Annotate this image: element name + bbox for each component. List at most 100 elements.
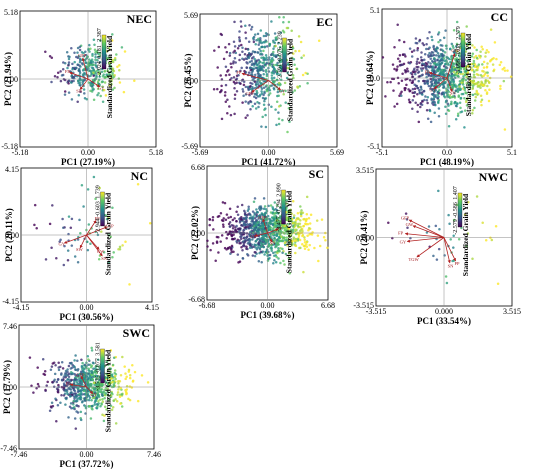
scatter-point [35, 226, 38, 230]
scatter-point [92, 175, 96, 179]
scatter-point [84, 73, 87, 76]
scatter-point [114, 398, 117, 401]
scatter-point [279, 58, 283, 62]
vector-label: GY [250, 234, 257, 239]
scatter-point [444, 66, 448, 69]
scatter-point [108, 67, 112, 70]
scatter-point [227, 42, 231, 46]
scatter-point [44, 258, 48, 261]
vector-label: SN [450, 91, 457, 96]
scatter-point [274, 250, 277, 254]
scatter-point [237, 44, 241, 48]
scatter-point [253, 62, 256, 66]
scatter-point [240, 224, 243, 227]
scatter-point [97, 257, 101, 261]
scatter-point [64, 403, 67, 406]
scatter-point [248, 60, 252, 64]
scatter-point [292, 76, 295, 80]
scatter-point [221, 219, 225, 223]
scatter-point [236, 213, 240, 217]
scatter-point [421, 42, 424, 45]
scatter-point [277, 117, 281, 120]
scatter-point [93, 43, 96, 46]
scatter-point [484, 238, 488, 242]
scatter-point [326, 246, 329, 250]
scatter-point [425, 67, 428, 71]
scatter-point [300, 56, 303, 60]
scatter-point [242, 243, 246, 247]
scatter-point [75, 380, 79, 384]
scatter-point [213, 49, 216, 52]
scatter-point [109, 65, 113, 68]
scatter-point [439, 53, 443, 56]
scatter-point [476, 93, 479, 97]
scatter-point [403, 53, 406, 56]
scatter-point [73, 392, 77, 395]
scatter-point [275, 70, 279, 73]
vector-label: SN [270, 241, 277, 246]
scatter-point [244, 31, 247, 34]
scatter-point [233, 112, 236, 116]
scatter-point [59, 79, 63, 83]
loading-vector [86, 234, 103, 257]
scatter-point [76, 79, 80, 83]
scatter-point [279, 247, 282, 250]
scatter-point [238, 227, 242, 231]
scatter-point [262, 239, 265, 242]
scatter-point [310, 233, 314, 236]
scatter-point [443, 63, 447, 66]
scatter-point [479, 86, 482, 90]
scatter-point [65, 51, 69, 54]
scatter-point [265, 89, 269, 93]
scatter-point [381, 56, 385, 59]
scatter-point [393, 67, 396, 71]
scatter-point [485, 65, 489, 69]
scatter-point [302, 225, 305, 228]
scatter-point [306, 234, 309, 238]
scatter-point [96, 394, 100, 397]
scatter-point [117, 77, 121, 80]
scatter-point [465, 104, 469, 107]
scatter-point [67, 91, 71, 94]
scatter-point [306, 72, 309, 76]
scatter-point [245, 220, 248, 223]
scatter-point [73, 60, 76, 64]
scatter-point [283, 81, 287, 85]
scatter-point [427, 84, 431, 88]
scatter-point [285, 199, 289, 202]
scatter-point [308, 222, 312, 225]
scatter-point [432, 62, 436, 65]
scatter-point [251, 238, 254, 241]
scatter-point [229, 62, 233, 65]
scatter-point [486, 71, 489, 74]
scatter-point [66, 66, 69, 70]
scatter-point [84, 61, 88, 64]
scatter-point [65, 374, 68, 377]
scatter-point [398, 60, 402, 63]
scatter-point [432, 53, 436, 57]
scatter-point [106, 69, 110, 72]
scatter-point [427, 225, 431, 228]
scatter-point [411, 99, 415, 102]
scatter-point [54, 363, 57, 367]
scatter-point [417, 65, 420, 69]
scatter-point [255, 247, 259, 251]
scatter-point [69, 388, 73, 391]
scatter-point [97, 91, 100, 95]
vector-label: GFP [258, 215, 267, 220]
scatter-point [272, 87, 276, 90]
scatter-point [294, 218, 298, 222]
loading-vector [446, 53, 456, 79]
scatter-point [414, 101, 417, 105]
scatter-point [253, 197, 257, 200]
scatter-point [409, 236, 412, 240]
scatter-point [438, 88, 441, 92]
scatter-point [254, 246, 257, 249]
scatter-point [425, 63, 429, 66]
scatter-point [92, 98, 96, 101]
scatter-point [442, 68, 446, 72]
scatter-point [454, 45, 458, 48]
scatter-point [253, 73, 257, 77]
scatter-point [463, 88, 467, 92]
scatter-point [429, 87, 432, 90]
